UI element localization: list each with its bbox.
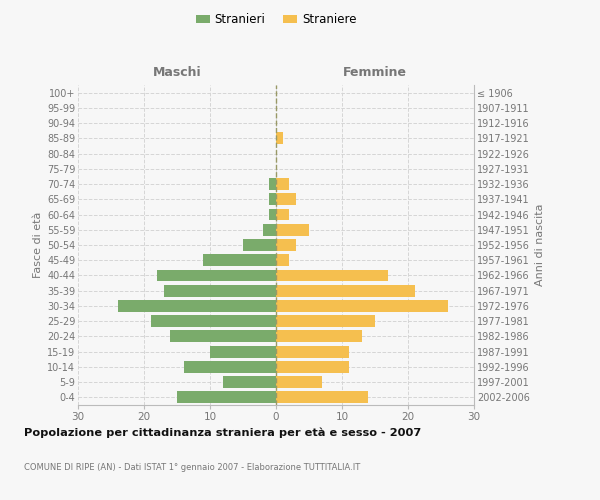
Bar [276, 194, 296, 205]
Y-axis label: Anni di nascita: Anni di nascita [535, 204, 545, 286]
Bar [157, 270, 276, 281]
Bar [276, 346, 349, 358]
Legend: Stranieri, Straniere: Stranieri, Straniere [191, 8, 361, 31]
Text: Maschi: Maschi [152, 66, 202, 78]
Bar [223, 376, 276, 388]
Bar [276, 178, 289, 190]
Bar [276, 361, 349, 373]
Bar [269, 194, 276, 205]
Bar [269, 208, 276, 220]
Text: Femmine: Femmine [343, 66, 407, 78]
Bar [276, 270, 388, 281]
Bar [276, 239, 296, 251]
Bar [151, 315, 276, 327]
Bar [164, 285, 276, 296]
Bar [184, 361, 276, 373]
Bar [276, 392, 368, 404]
Bar [210, 346, 276, 358]
Bar [276, 254, 289, 266]
Bar [276, 300, 448, 312]
Text: Popolazione per cittadinanza straniera per età e sesso - 2007: Popolazione per cittadinanza straniera p… [24, 428, 421, 438]
Bar [276, 376, 322, 388]
Bar [276, 132, 283, 144]
Bar [243, 239, 276, 251]
Bar [276, 208, 289, 220]
Bar [170, 330, 276, 342]
Bar [276, 315, 375, 327]
Bar [276, 330, 362, 342]
Text: COMUNE DI RIPE (AN) - Dati ISTAT 1° gennaio 2007 - Elaborazione TUTTITALIA.IT: COMUNE DI RIPE (AN) - Dati ISTAT 1° genn… [24, 462, 360, 471]
Bar [276, 224, 309, 235]
Bar [269, 178, 276, 190]
Y-axis label: Fasce di età: Fasce di età [32, 212, 43, 278]
Bar [177, 392, 276, 404]
Bar [203, 254, 276, 266]
Bar [276, 285, 415, 296]
Bar [263, 224, 276, 235]
Bar [118, 300, 276, 312]
